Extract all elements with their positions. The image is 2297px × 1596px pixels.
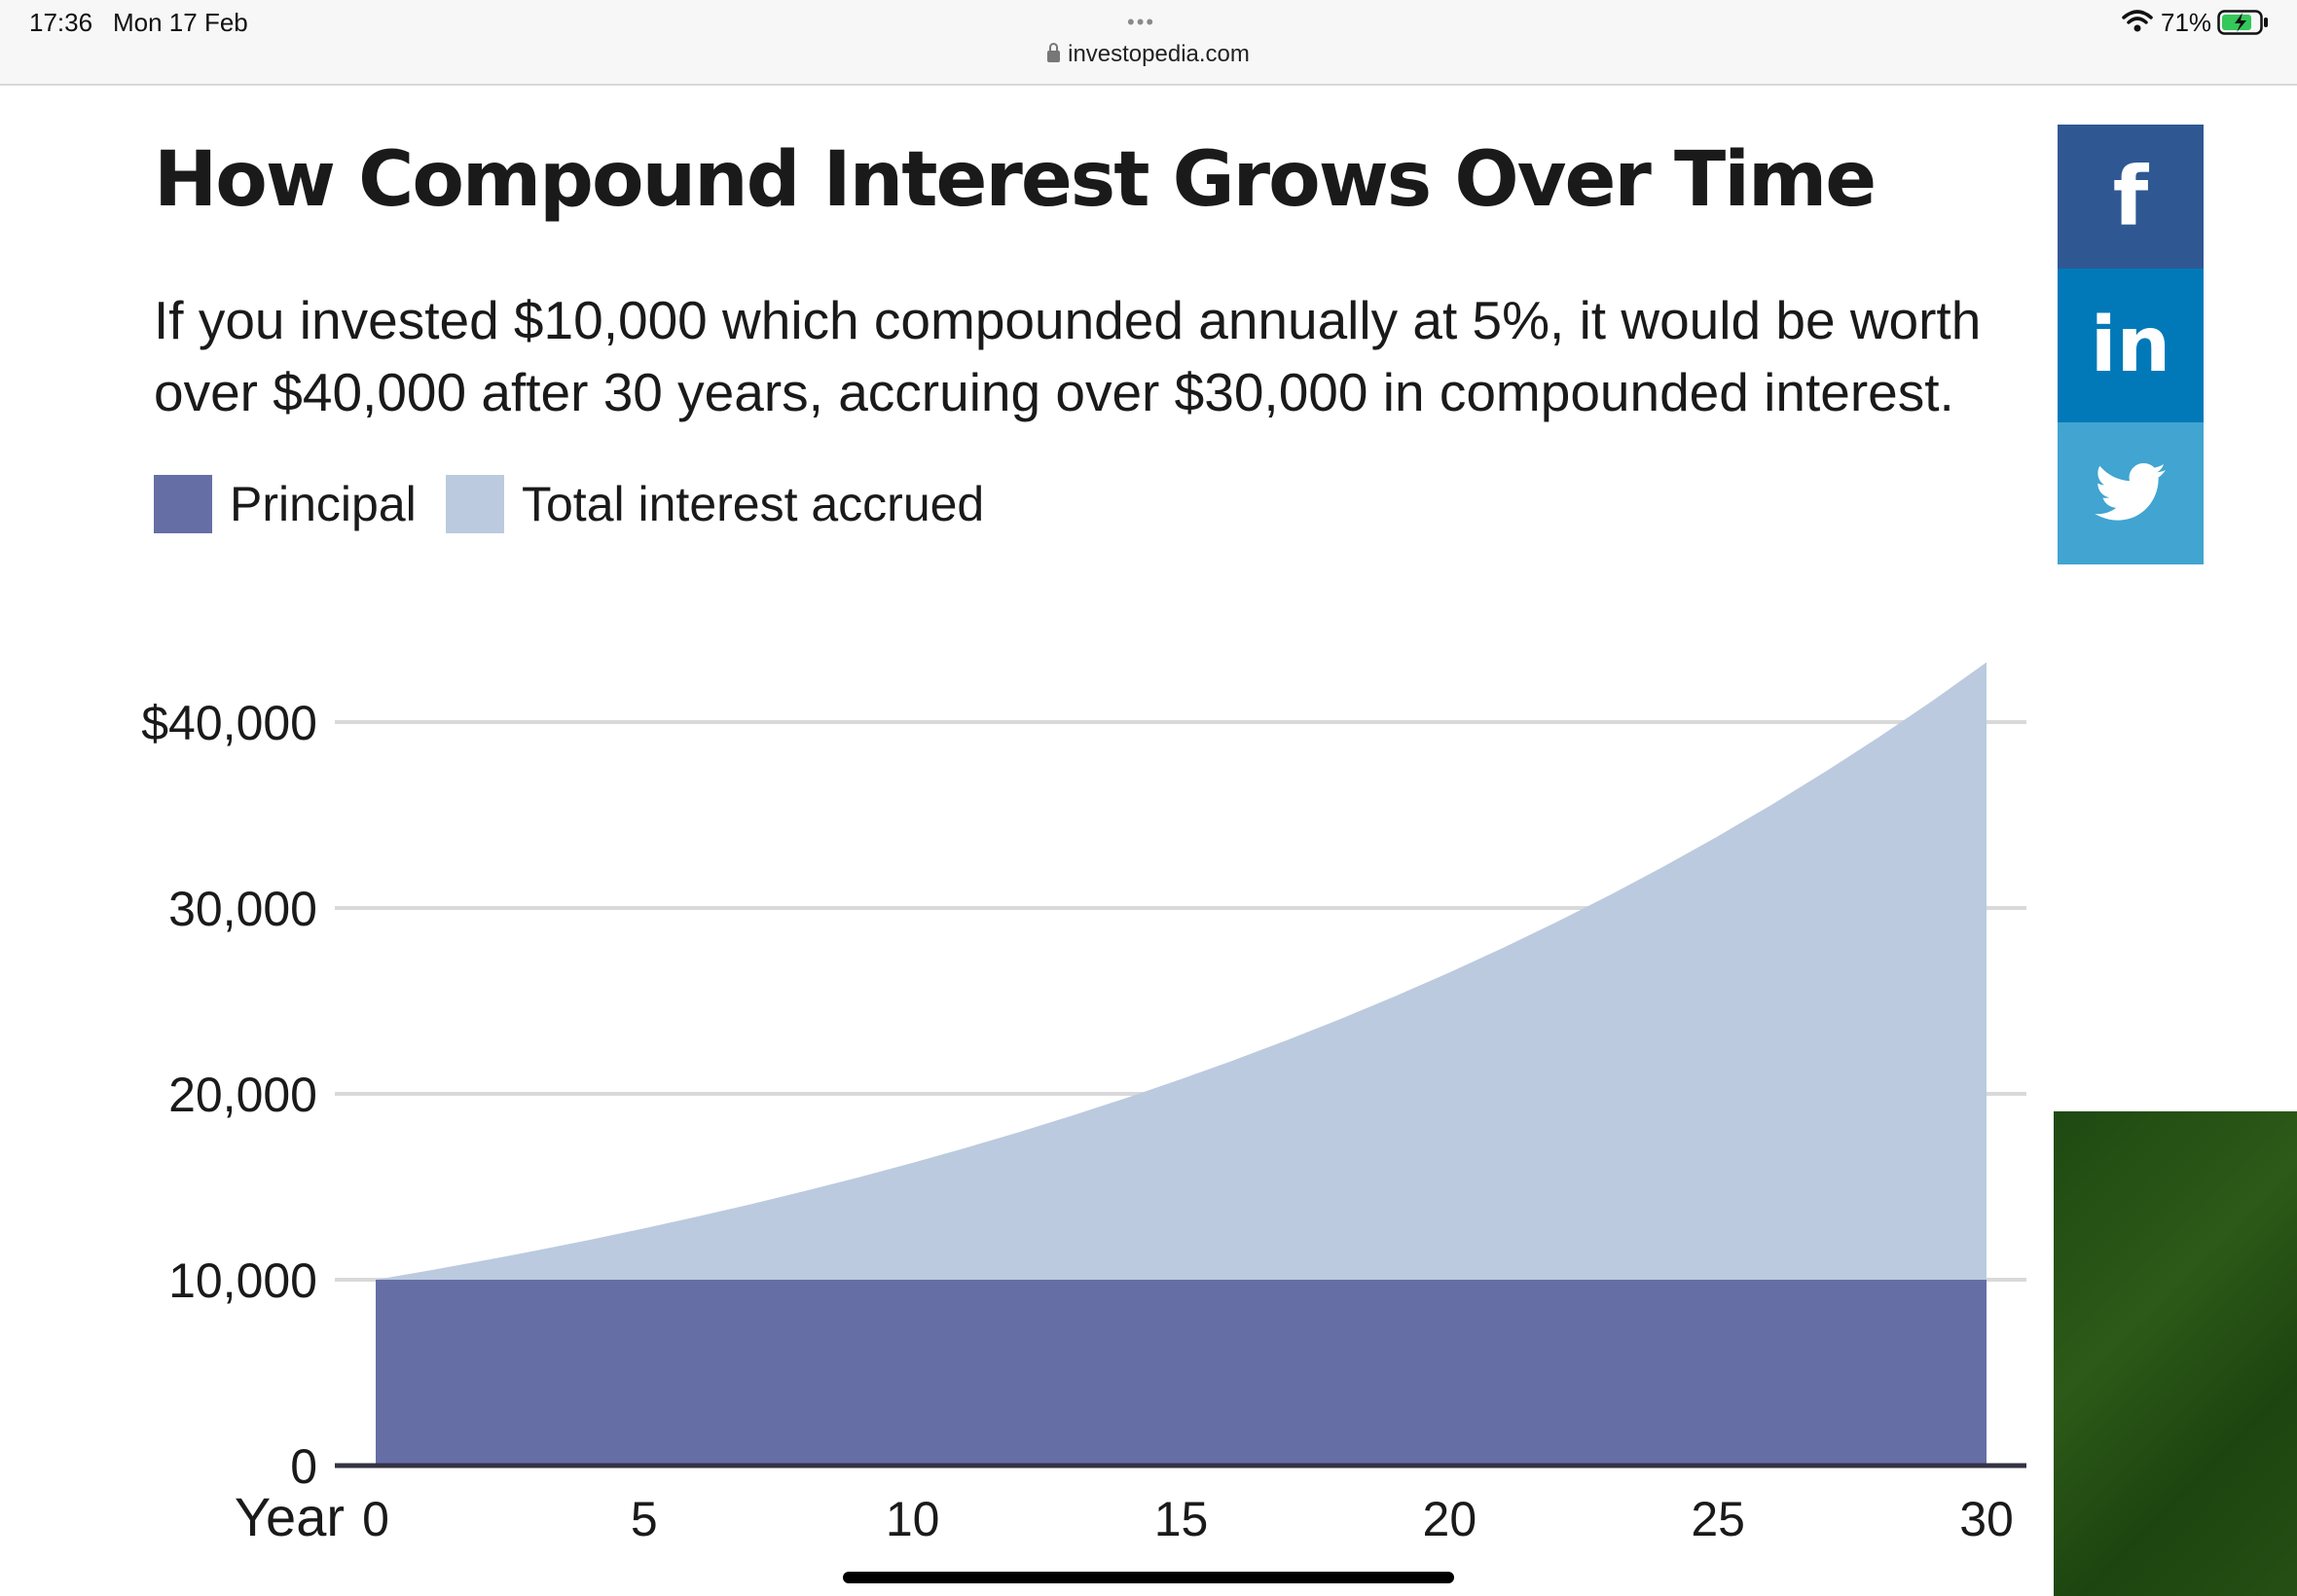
x-tick-label-2: 10 [886,1492,940,1546]
twitter-bird-icon [2095,463,2166,521]
social-share-bar: f in [2058,125,2204,564]
x-tick-label-4: 20 [1423,1492,1477,1546]
legend-label-interest: Total interest accrued [522,477,985,531]
twitter-share-button[interactable] [2058,422,2204,564]
status-bar: 17:36 Mon 17 Feb ••• investopedia.com 71… [0,0,2297,86]
x-tick-label-5: 25 [1691,1492,1745,1546]
area-total-interest [376,662,1987,1280]
y-tick-label-2: 20,000 [168,1068,317,1122]
wifi-icon [2122,10,2153,32]
home-indicator[interactable] [843,1572,1454,1583]
article-subtitle: If you invested $10,000 which compounded… [154,290,1982,422]
legend-swatch-principal [154,475,212,533]
legend-label-principal: Principal [230,477,417,531]
facebook-icon: f [2112,149,2149,244]
area-principal [376,1280,1987,1466]
linkedin-share-button[interactable]: in [2058,269,2204,422]
url-bar[interactable]: investopedia.com [0,41,2297,68]
browser-more-dots[interactable]: ••• [1127,10,1156,34]
y-tick-label-1: 30,000 [168,882,317,936]
x-tick-label-0: 0 [362,1492,389,1546]
page-title: How Compound Interest Grows Over Time [154,136,1877,224]
legend-item-principal: Principal [154,475,417,533]
ad-banner[interactable] [2054,1111,2297,1596]
facebook-share-button[interactable]: f [2058,125,2204,269]
status-time: 17:36 [29,8,93,37]
y-tick-label-4: 0 [290,1439,317,1494]
y-tick-label-3: 10,000 [168,1253,317,1308]
linkedin-icon: in [2090,302,2171,389]
y-tick-label-0: $40,000 [141,696,317,750]
x-tick-label-6: 30 [1959,1492,2014,1546]
legend-swatch-interest [446,475,504,533]
battery-charging-icon [2217,10,2268,35]
battery-percent: 71% [2161,8,2212,37]
legend-item-interest: Total interest accrued [446,475,984,533]
status-date: Mon 17 Feb [113,8,248,37]
lock-icon [1047,43,1061,62]
x-tick-label-3: 15 [1154,1492,1209,1546]
x-tick-label-1: 5 [631,1492,658,1546]
x-axis-label: Year [235,1486,345,1547]
url-text: investopedia.com [1068,41,1250,67]
